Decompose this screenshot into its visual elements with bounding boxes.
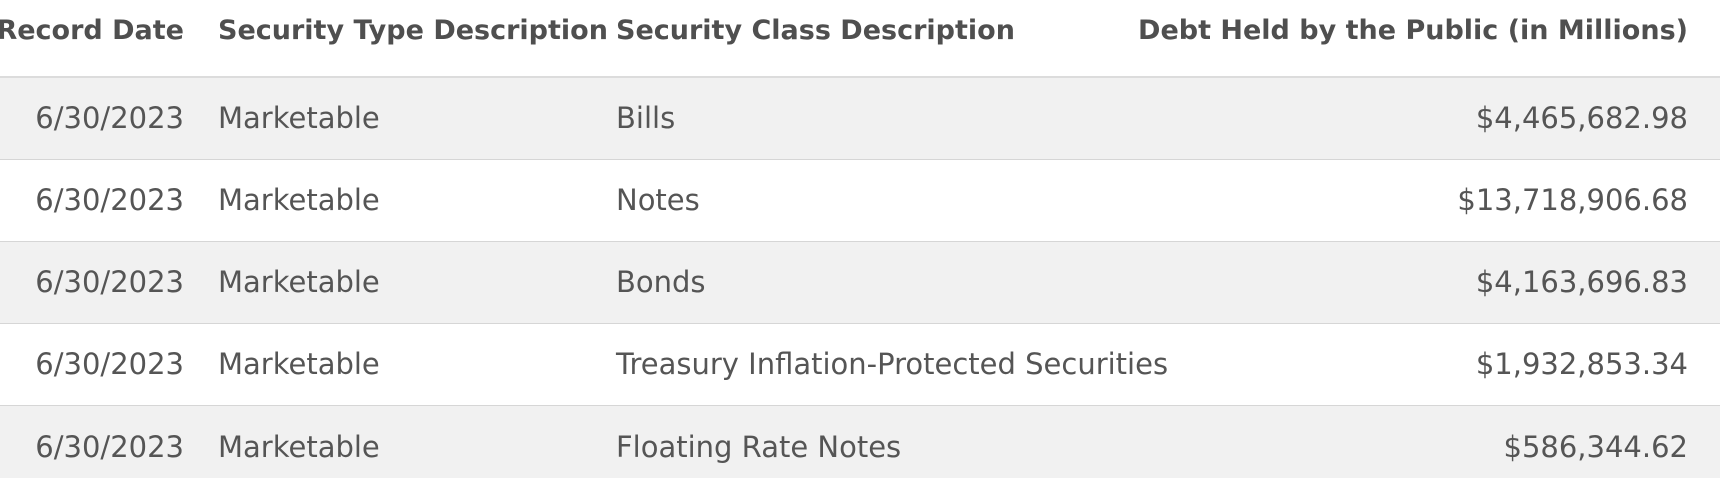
column-header-security-type[interactable]: Security Type Description xyxy=(218,15,608,46)
table-header: Record Date Security Type Description Se… xyxy=(0,0,1720,78)
security-type-cell: Marketable xyxy=(218,347,380,381)
security-class-cell: Bonds xyxy=(616,265,706,299)
table-row: 6/30/2023 Marketable Bonds $4,163,696.83 xyxy=(0,242,1720,324)
debt-held-cell: $586,344.62 xyxy=(1503,430,1689,464)
security-class-cell: Treasury Inflation-Protected Securities xyxy=(616,347,1169,381)
debt-held-cell: $1,932,853.34 xyxy=(1475,347,1688,381)
table-row: 6/30/2023 Marketable Treasury Inflation-… xyxy=(0,324,1720,406)
security-type-cell: Marketable xyxy=(218,265,380,299)
record-date-cell: 6/30/2023 xyxy=(35,265,184,299)
security-class-cell: Notes xyxy=(616,183,700,217)
security-class-cell: Bills xyxy=(616,101,676,135)
record-date-cell: 6/30/2023 xyxy=(35,347,184,381)
security-type-cell: Marketable xyxy=(218,183,380,217)
record-date-cell: 6/30/2023 xyxy=(35,101,184,135)
table-row: 6/30/2023 Marketable Bills $4,465,682.98 xyxy=(0,78,1720,160)
security-type-cell: Marketable xyxy=(218,101,380,135)
security-class-cell: Floating Rate Notes xyxy=(616,430,902,464)
security-type-cell: Marketable xyxy=(218,430,380,464)
debt-held-cell: $4,163,696.83 xyxy=(1475,265,1688,299)
column-header-record-date[interactable]: Record Date xyxy=(0,15,184,46)
table-row: 6/30/2023 Marketable Notes $13,718,906.6… xyxy=(0,160,1720,242)
table-row: 6/30/2023 Marketable Floating Rate Notes… xyxy=(0,406,1720,478)
column-header-security-class[interactable]: Security Class Description xyxy=(616,15,1015,46)
column-header-debt-held[interactable]: Debt Held by the Public (in Millions) xyxy=(1138,15,1688,46)
debt-held-cell: $4,465,682.98 xyxy=(1475,101,1688,135)
record-date-cell: 6/30/2023 xyxy=(35,183,184,217)
record-date-cell: 6/30/2023 xyxy=(35,430,184,464)
debt-held-cell: $13,718,906.68 xyxy=(1457,183,1688,217)
